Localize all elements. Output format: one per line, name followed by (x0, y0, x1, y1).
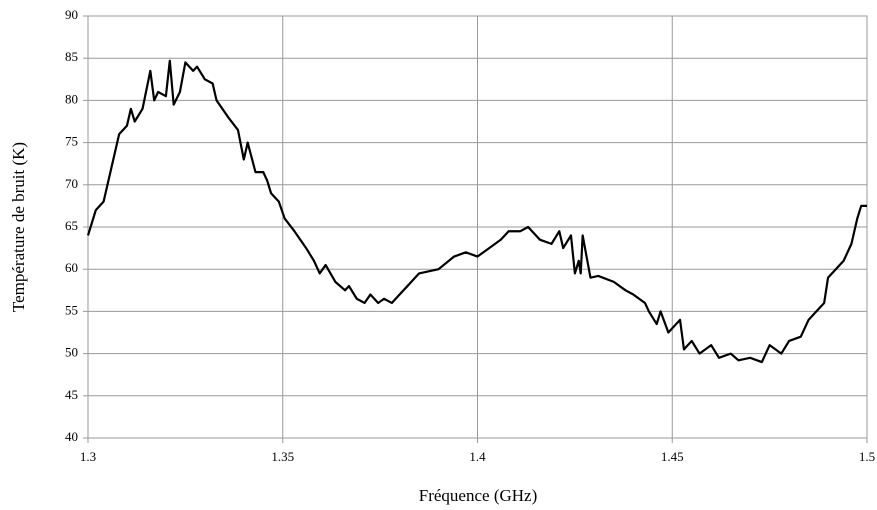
x-tick-label: 1.35 (271, 449, 294, 464)
y-tick-label: 50 (65, 345, 78, 360)
y-tick-label: 55 (65, 302, 78, 317)
y-tick-label: 60 (65, 260, 78, 275)
x-axis-title: Fréquence (GHz) (419, 486, 537, 505)
x-tick-label: 1.5 (859, 449, 875, 464)
y-tick-label: 45 (65, 387, 78, 402)
y-tick-label: 40 (65, 429, 78, 444)
x-tick-label: 1.45 (661, 449, 684, 464)
y-tick-label: 70 (65, 176, 78, 191)
y-axis-title: Température de bruit (K) (9, 142, 28, 312)
data-line (86, 59, 867, 364)
x-tick-label: 1.3 (80, 449, 96, 464)
y-tick-label: 75 (65, 134, 78, 149)
y-tick-label: 85 (65, 49, 78, 64)
y-tick-label: 90 (65, 7, 78, 22)
plot-frame (87, 15, 868, 439)
x-tick-label: 1.4 (469, 449, 486, 464)
y-tick-label: 80 (65, 91, 78, 106)
y-tick-label: 65 (65, 218, 78, 233)
